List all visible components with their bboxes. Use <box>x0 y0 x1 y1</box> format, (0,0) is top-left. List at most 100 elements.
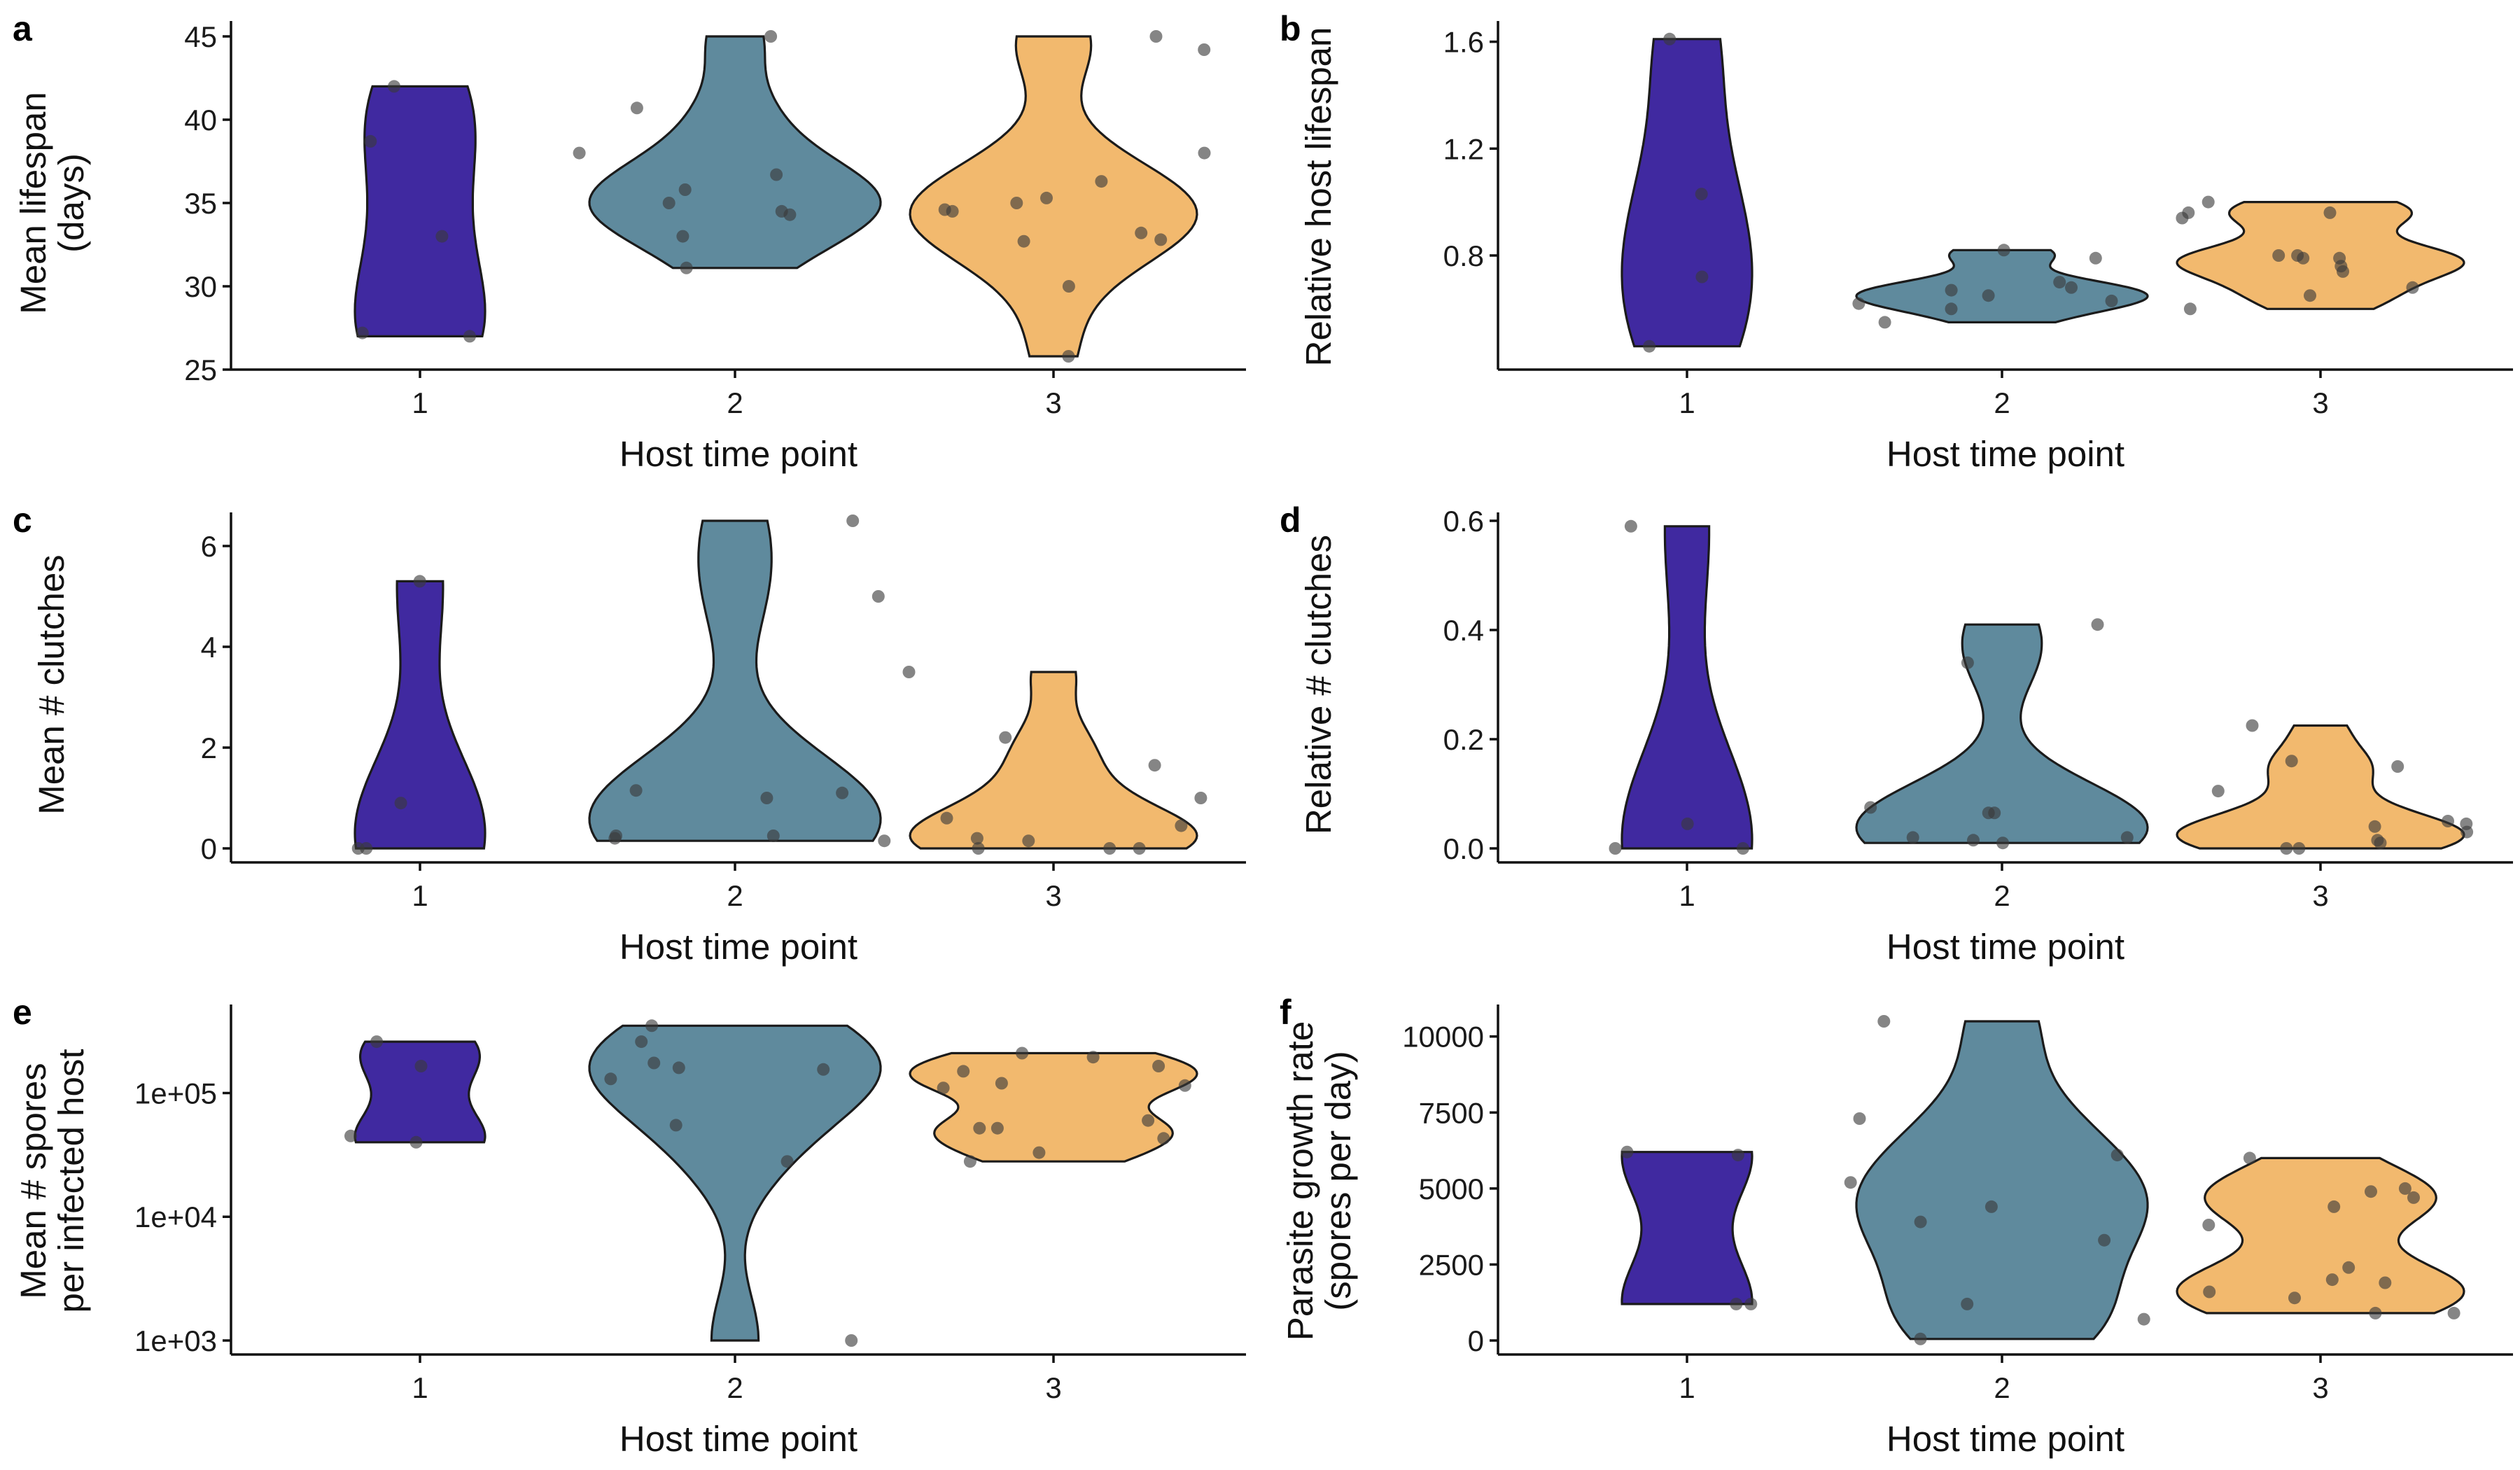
data-point <box>878 834 891 848</box>
y-tick-label: 4 <box>201 631 217 664</box>
x-tick-label: 3 <box>1045 1371 1061 1404</box>
violin-timepoint-1 <box>1620 38 1754 348</box>
y-tick-label: 0.6 <box>1443 505 1484 538</box>
data-point <box>2442 815 2454 827</box>
y-tick-label: 2500 <box>1419 1248 1484 1281</box>
panel-b: b 0.8 1.2 1.6 1 2 3 Host time point Relative hos… <box>1280 9 2513 474</box>
data-point <box>1736 842 1749 855</box>
violin-timepoint-1 <box>1620 525 1754 850</box>
data-point <box>1945 302 1958 316</box>
data-point <box>2089 251 2102 265</box>
violin-timepoint-3 <box>909 1051 1198 1163</box>
data-point <box>2460 817 2473 830</box>
data-point <box>1062 280 1075 293</box>
data-point <box>2325 1273 2339 1287</box>
data-point <box>2391 760 2404 773</box>
data-point <box>1982 289 1995 302</box>
data-point <box>1032 1146 1046 1159</box>
x-tick-label: 3 <box>2312 1371 2328 1404</box>
data-point <box>1062 350 1075 363</box>
data-point <box>764 30 778 43</box>
data-point <box>1982 806 1995 820</box>
data-point <box>2369 1306 2382 1320</box>
data-point <box>2406 281 2419 294</box>
data-point <box>2065 281 2078 294</box>
data-point <box>817 1063 830 1076</box>
data-point <box>678 183 692 196</box>
panel-label: c <box>13 500 32 540</box>
y-axis-label: Parasite growth rate <box>1280 1021 1320 1340</box>
y-tick-label: 0.2 <box>1443 723 1484 756</box>
data-point <box>2285 755 2298 768</box>
violin-timepoint-2 <box>588 519 882 842</box>
data-point <box>2137 1312 2150 1326</box>
data-point <box>410 1135 423 1149</box>
data-point <box>940 811 953 825</box>
data-point <box>662 197 676 209</box>
x-tick-label: 1 <box>412 386 428 419</box>
y-tick-label: 1.6 <box>1443 26 1484 59</box>
data-point <box>1609 842 1622 855</box>
data-point <box>1022 834 1035 848</box>
x-tick-label: 1 <box>412 1371 428 1404</box>
panel-f: f 0 2500 5000 7500 10000 1 2 3 Host time point Par… <box>1280 993 2513 1459</box>
data-point <box>2182 206 2195 219</box>
data-point <box>2333 251 2346 265</box>
data-point <box>1731 1149 1744 1162</box>
data-point <box>1663 32 1676 46</box>
data-point <box>2272 249 2286 262</box>
x-tick-label: 3 <box>2312 386 2328 419</box>
x-tick-label: 2 <box>1994 386 2010 419</box>
violin-timepoint-1 <box>354 580 486 850</box>
y-tick-label: 35 <box>184 187 217 220</box>
y-tick-label: 0.4 <box>1443 614 1484 647</box>
data-point <box>872 590 885 603</box>
data-point <box>1152 1060 1166 1072</box>
data-point <box>463 330 476 343</box>
panel-label: b <box>1280 9 1301 48</box>
panel-d: d 0.0 0.2 0.4 0.6 1 2 3 Host time point Relative … <box>1280 500 2513 967</box>
data-point <box>1016 1046 1029 1060</box>
y-tick-label: 1e+04 <box>134 1200 217 1233</box>
violin-timepoint-2 <box>588 1024 882 1342</box>
panel-label: d <box>1280 500 1301 540</box>
data-point <box>766 830 780 842</box>
data-point <box>356 326 369 340</box>
data-point <box>836 786 849 799</box>
data-point <box>780 1155 794 1168</box>
data-point <box>1624 519 1637 533</box>
y-tick-label: 0.8 <box>1443 239 1484 272</box>
data-point <box>370 1035 384 1049</box>
data-point <box>1643 340 1656 353</box>
data-point <box>1620 1145 1634 1158</box>
data-point <box>1996 836 2010 850</box>
y-axis-label: (spores per day) <box>1318 1051 1358 1310</box>
data-point <box>635 1035 648 1049</box>
data-point <box>1198 146 1211 160</box>
x-tick-label: 3 <box>1045 386 1061 419</box>
panel-label: f <box>1280 993 1292 1032</box>
data-point <box>1878 316 1891 329</box>
x-tick-label: 2 <box>727 1371 743 1404</box>
panel-c: c 0 2 4 6 1 2 3 Host time point Mean # clutches <box>13 500 1246 967</box>
data-point <box>1997 244 2010 257</box>
data-point <box>413 575 426 588</box>
data-point <box>364 134 377 148</box>
data-point <box>2304 289 2316 302</box>
panel-label: e <box>13 993 32 1032</box>
data-point <box>972 842 985 855</box>
y-axis-label: Mean # spores <box>13 1063 53 1298</box>
data-point <box>1744 1297 1758 1310</box>
violin-timepoint-3 <box>2176 201 2465 310</box>
data-point <box>1142 1114 1155 1127</box>
data-point <box>1730 1297 1743 1310</box>
y-tick-label: 0.0 <box>1443 832 1484 865</box>
data-point <box>680 261 693 274</box>
x-tick-label: 1 <box>412 879 428 912</box>
y-tick-label: 0 <box>201 832 217 865</box>
data-point <box>1154 233 1168 246</box>
x-tick-label: 1 <box>1679 1371 1695 1404</box>
x-axis-label: Host time point <box>1886 434 2124 474</box>
data-point <box>1135 226 1148 239</box>
